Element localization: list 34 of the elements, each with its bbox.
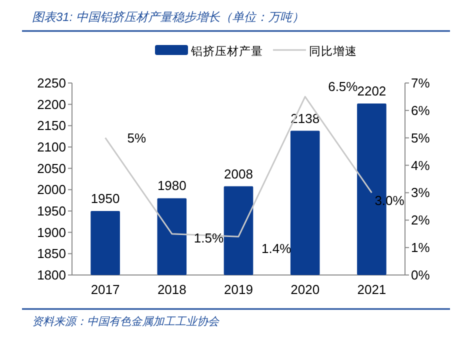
y2-tick-label: 5% [411, 130, 430, 146]
data-label: 1950 [90, 191, 120, 206]
y-tick-label: 2150 [37, 118, 66, 134]
x-tick-label: 2019 [224, 282, 253, 297]
data-label: 5% [127, 130, 147, 146]
y2-tick-label: 7% [411, 76, 430, 90]
legend-label: 铝挤压材产量 [190, 44, 263, 58]
y2-tick-label: 6% [411, 102, 430, 118]
y2-tick-label: 2% [411, 212, 430, 228]
y2-tick-label: 1% [411, 240, 430, 256]
text: 资料来源：中国有色金属加工工业协会 [32, 315, 220, 328]
legend-label: 同比增速 [309, 45, 357, 58]
y-tick-label: 2200 [37, 96, 66, 112]
y2-tick-label: 4% [411, 158, 430, 173]
data-label: 1980 [157, 178, 186, 194]
title: 图表31: 中国铝挤压材产量稳步增长（单位：万吨） [32, 10, 304, 24]
y-tick-label: 1850 [37, 246, 66, 262]
y-tick-label: 1800 [37, 268, 66, 282]
data-label: 2008 [224, 166, 253, 182]
x-tick-label: 2018 [157, 282, 186, 297]
data-label: 1.5% [194, 230, 224, 246]
data-label: 6.5% [328, 79, 358, 94]
x-tick-label: 2021 [357, 282, 386, 297]
y-tick-label: 1950 [37, 204, 66, 218]
y-tick-label: 1900 [37, 224, 66, 240]
data-label: 2202 [357, 83, 386, 98]
y2-tick-label: 0% [411, 268, 430, 282]
y-tick-label: 2050 [37, 160, 66, 176]
x-tick-label: 2017 [90, 282, 120, 297]
y-tick-label: 2000 [37, 182, 66, 198]
x-tick-label: 2020 [290, 282, 320, 297]
y-tick-label: 2100 [37, 140, 66, 154]
y2-tick-label: 3% [411, 185, 430, 200]
y-tick-label: 2250 [37, 76, 66, 90]
